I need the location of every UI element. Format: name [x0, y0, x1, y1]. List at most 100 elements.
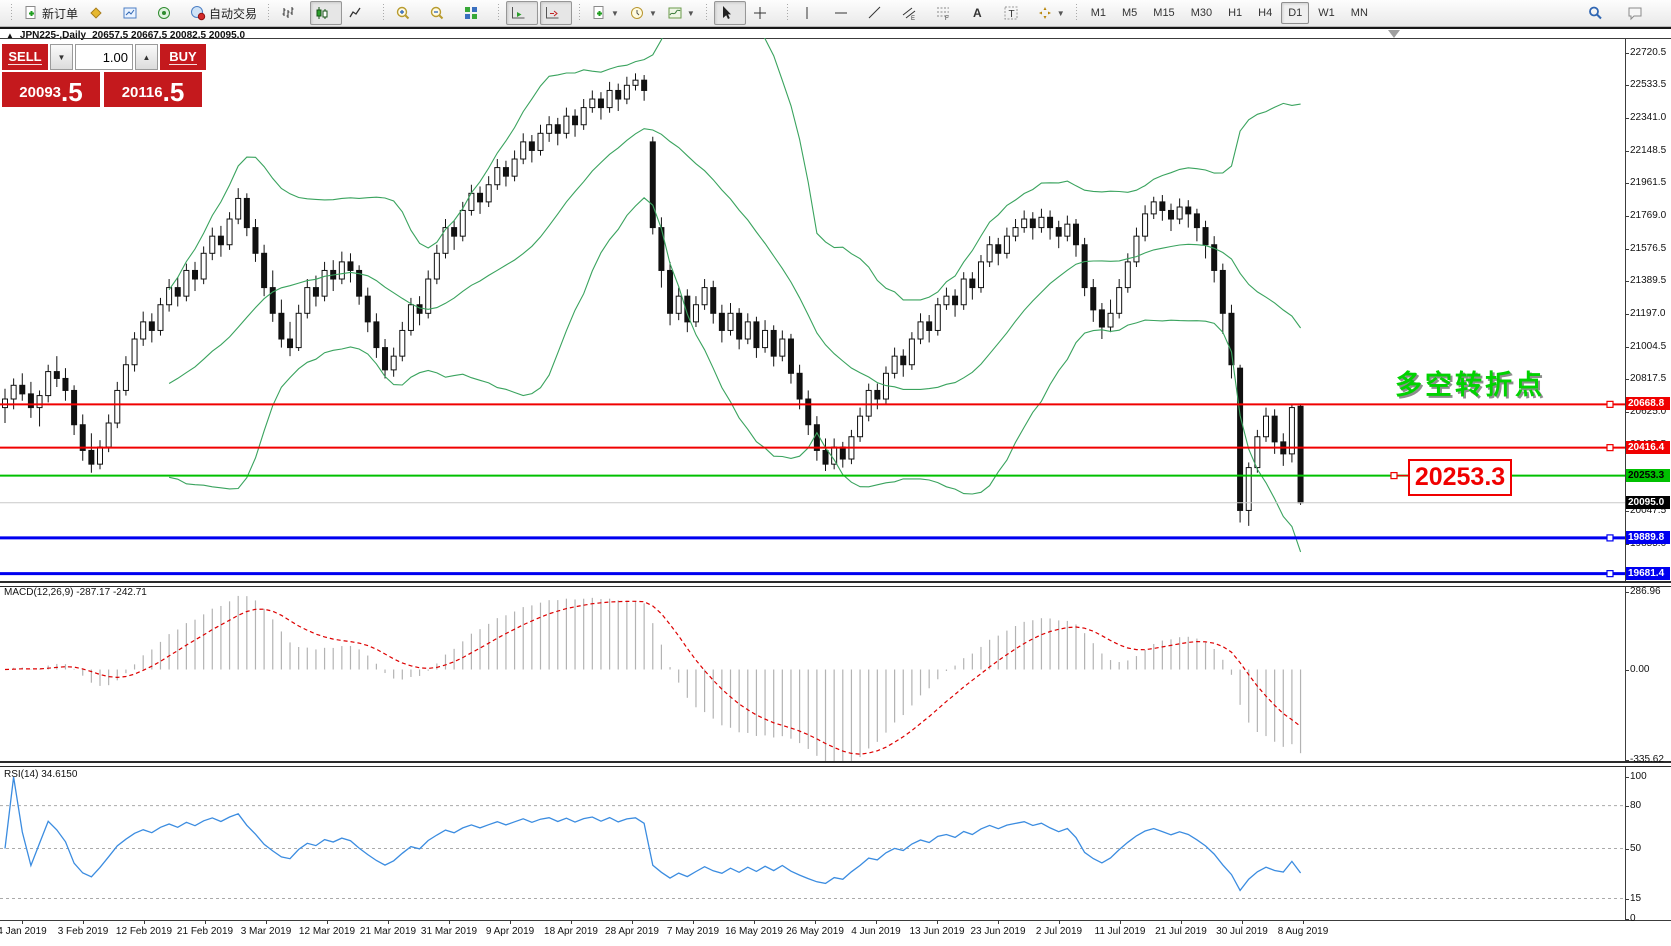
bar-chart-button[interactable] — [276, 1, 308, 25]
rsi-indicator-pane[interactable] — [0, 766, 1626, 920]
zoom-in-icon — [395, 5, 411, 21]
equidistant-channel-icon: E — [901, 5, 917, 22]
horizontal-line-button[interactable] — [829, 1, 861, 25]
cursor-button[interactable] — [713, 1, 746, 25]
date-tick-label: 23 Jun 2019 — [970, 926, 1026, 937]
zoom-out-button[interactable] — [425, 1, 457, 25]
macd-indicator-pane[interactable] — [0, 585, 1626, 761]
arrows-icon — [1037, 5, 1053, 21]
fibonacci-retracement-button[interactable]: F — [931, 1, 963, 25]
date-tick-label: 30 Jul 2019 — [1216, 926, 1268, 937]
time-axis-border — [0, 920, 1671, 921]
pane-resize-divider-rsi[interactable] — [0, 761, 1671, 767]
spin-up-icon: ▲ — [142, 52, 151, 62]
timeframe-mn-button[interactable]: MN — [1350, 7, 1368, 19]
chart-profiles-button[interactable] — [84, 1, 116, 25]
line-anchor-marker[interactable] — [1390, 471, 1398, 480]
vertical-line-button[interactable] — [795, 1, 827, 25]
main-toolbar: 新订单 自动交易 ▼ ▼ ▼ E F A T ▼ M1 M5 M15 M30 H1 H4 D1 W1 MN — [0, 0, 1671, 27]
auto-scroll-button[interactable] — [506, 1, 539, 25]
price-tick-label: 21197.0 — [1630, 307, 1666, 319]
zoom-in-button[interactable] — [391, 1, 423, 25]
date-tick-label: 13 Jun 2019 — [909, 926, 965, 937]
text-button[interactable]: A — [965, 1, 997, 25]
timeframe-h1-button[interactable]: H1 — [1228, 7, 1243, 19]
date-tick-label: 2 Jul 2019 — [1035, 926, 1083, 937]
toolbar-group-handle — [496, 4, 502, 22]
turning-point-annotation[interactable]: 多空转折点 — [1395, 370, 1545, 400]
equidistant-channel-button[interactable]: E — [897, 1, 929, 25]
periods-button[interactable]: ▼ — [625, 1, 661, 25]
buy-button[interactable]: BUY — [160, 44, 206, 70]
timeframe-m5-button[interactable]: M5 — [1122, 7, 1138, 19]
candlestick-chart-icon — [314, 5, 330, 21]
timeframe-h4-button[interactable]: H4 — [1258, 7, 1273, 19]
date-tick-label: 11 Jul 2019 — [1094, 926, 1146, 937]
price-tick-label: 21769.0 — [1630, 209, 1667, 221]
buy-price-display[interactable]: 20116.5 — [104, 72, 202, 107]
text-label-icon: T — [1003, 5, 1019, 21]
date-tick-label: 28 Apr 2019 — [605, 926, 659, 937]
timeframe-m30-button[interactable]: M30 — [1190, 7, 1213, 19]
timeframe-m15-button[interactable]: M15 — [1153, 7, 1175, 19]
arrows-button[interactable]: ▼ — [1033, 1, 1069, 25]
price-chart-pane[interactable] — [0, 38, 1626, 581]
chart-shift-marker[interactable] — [1388, 30, 1400, 38]
search-button[interactable] — [1583, 1, 1615, 25]
line-anchor-marker[interactable] — [1606, 400, 1614, 408]
candles — [2, 73, 1304, 526]
price-tick-label: 22720.5 — [1630, 46, 1667, 58]
svg-text:T: T — [1008, 9, 1014, 20]
one-click-toggle-icon[interactable]: ▲ — [6, 31, 14, 40]
date-tick-label: 18 Apr 2019 — [544, 926, 598, 937]
date-tick-label: 16 May 2019 — [725, 926, 783, 937]
trendline-button[interactable] — [863, 1, 895, 25]
date-tick-label: 4 Jan 2019 — [0, 926, 47, 937]
date-tick-label: 3 Mar 2019 — [240, 926, 292, 937]
auto-trading-button[interactable]: 自动交易 — [186, 1, 261, 25]
timeframe-w1-button[interactable]: W1 — [1318, 7, 1335, 19]
line-anchor-marker[interactable] — [1606, 534, 1614, 542]
pane-resize-divider-macd[interactable] — [0, 581, 1671, 587]
date-tick-label: 12 Mar 2019 — [298, 926, 356, 937]
toolbar-group-handle — [381, 4, 387, 22]
rsi-label: RSI(14) 34.6150 — [4, 769, 78, 780]
new-order-button[interactable]: 新订单 — [19, 1, 82, 25]
timeframe-m1-button[interactable]: M1 — [1090, 7, 1106, 19]
templates-button[interactable]: ▼ — [663, 1, 699, 25]
bollinger-middle-band — [168, 128, 1302, 390]
vertical-line-icon — [799, 5, 815, 21]
auto-trading-label: 自动交易 — [209, 6, 258, 21]
community-chat-button[interactable] — [1623, 1, 1655, 25]
sell-button[interactable]: SELL — [2, 44, 48, 70]
price-tick-label: 20817.5 — [1630, 372, 1667, 384]
price-callout-label[interactable]: 20253.3 — [1408, 459, 1512, 496]
svg-text:F: F — [945, 16, 949, 21]
rsi-tick-label: 100 — [1630, 771, 1647, 782]
line-anchor-marker[interactable] — [1606, 444, 1614, 452]
volume-increase-button[interactable]: ▲ — [135, 44, 158, 70]
candlestick-chart-button[interactable] — [310, 1, 343, 25]
text-label-button[interactable]: T — [999, 1, 1031, 25]
data-window-button[interactable] — [152, 1, 184, 25]
volume-input[interactable]: 1.00 — [75, 44, 133, 70]
macd-label: MACD(12,26,9) -287.17 -242.71 — [4, 587, 147, 598]
date-tick-label: 12 Feb 2019 — [115, 926, 173, 937]
line-price-tag-19889.8: 19889.8 — [1626, 530, 1670, 544]
one-click-trading-panel: SELL ▼ 1.00 ▲ BUY 20093.5 20116.5 — [2, 44, 206, 107]
timeframe-d1-button[interactable]: D1 — [1281, 2, 1310, 24]
line-chart-button[interactable] — [344, 1, 376, 25]
tile-windows-button[interactable] — [459, 1, 491, 25]
sell-price-display[interactable]: 20093.5 — [2, 72, 100, 107]
chart-shift-button[interactable] — [540, 1, 573, 25]
market-watch-button[interactable] — [118, 1, 150, 25]
volume-decrease-button[interactable]: ▼ — [50, 44, 73, 70]
indicators-button[interactable]: ▼ — [587, 1, 623, 25]
toolbar-group-handle — [577, 4, 583, 22]
date-tick-label: 4 Jun 2019 — [851, 926, 901, 937]
price-axis-line — [1625, 38, 1626, 920]
macd-histogram — [13, 595, 1302, 761]
line-anchor-marker[interactable] — [1606, 570, 1614, 578]
crosshair-button[interactable] — [748, 1, 780, 25]
macd-tick-label: 0.00 — [1630, 663, 1650, 675]
